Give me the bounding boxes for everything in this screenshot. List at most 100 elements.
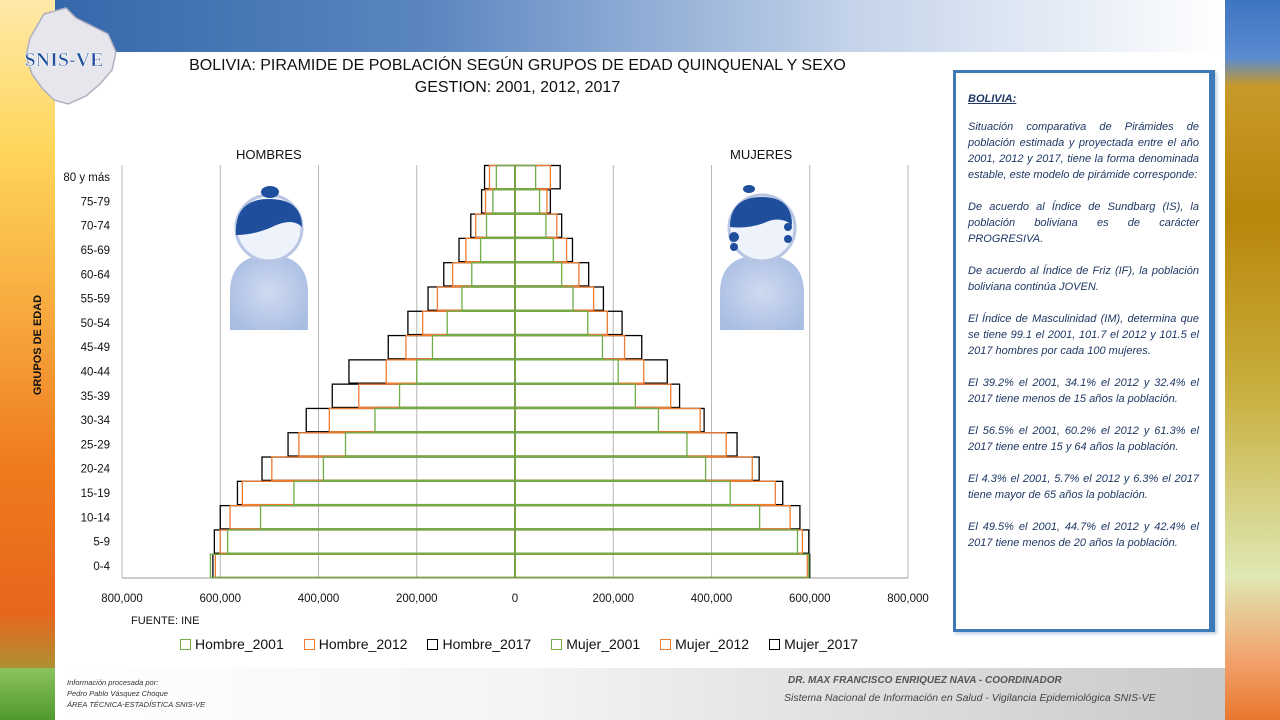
bar-mujer-2017: [514, 359, 668, 384]
bar-hombre-2017: [219, 504, 516, 530]
bar-hombre-2001: [431, 334, 516, 360]
bar-hombre-2001: [461, 286, 516, 311]
bar-mujer-2001: [514, 237, 554, 263]
y-tick-label: 25-29: [81, 439, 110, 451]
legend-item-mujer-2012: Mujer_2012: [660, 636, 749, 652]
y-tick-label: 5-9: [93, 537, 110, 549]
bar-hombre-2012: [328, 407, 516, 433]
y-tick-label: 60-64: [81, 269, 111, 281]
bar-hombre-2001: [259, 504, 516, 530]
left-color-band: [0, 0, 55, 720]
bar-mujer-2017: [514, 407, 705, 433]
source-note: FUENTE: INE: [131, 615, 200, 627]
info-panel: BOLIVIA: Situación comparativa de Pirámi…: [953, 70, 1215, 632]
y-tick-label: 75-79: [81, 196, 110, 208]
footer-system: Sistema Nacional de Información en Salud…: [784, 692, 1156, 704]
bar-mujer-2001: [514, 529, 799, 554]
bar-hombre-2001: [471, 262, 516, 287]
bar-mujer-2012: [514, 237, 568, 263]
bar-hombre-2017: [427, 286, 516, 311]
info-title: BOLIVIA:: [968, 93, 1017, 105]
x-tick-label: 600,000: [789, 593, 831, 605]
right-color-band: [1225, 0, 1280, 720]
bar-mujer-2001: [514, 310, 589, 336]
bar-hombre-2012: [421, 310, 516, 336]
bar-hombre-2017: [458, 237, 516, 263]
title-line-1: BOLIVIA: PIRAMIDE DE POBLACIÓN SEGÚN GRU…: [189, 57, 846, 74]
footer-area: ÁREA TÉCNICA-ESTADÍSTICA SNIS-VE: [67, 700, 206, 709]
info-paragraph: De acuerdo al Índice de Friz (IF), la po…: [968, 265, 1199, 293]
svg-text:SNIS-VE: SNIS-VE: [25, 49, 104, 71]
bar-hombre-2017: [387, 334, 516, 360]
bar-hombre-2001: [492, 189, 516, 214]
bar-mujer-2017: [514, 456, 760, 481]
bar-mujer-2001: [514, 189, 541, 214]
bar-mujer-2012: [514, 310, 609, 336]
bar-mujer-2017: [514, 286, 605, 311]
bar-mujer-2012: [514, 456, 753, 481]
snis-ve-logo: SNIS-VE: [24, 7, 117, 105]
x-tick-label: 400,000: [298, 593, 340, 605]
bar-mujer-2017: [514, 504, 801, 530]
bar-mujer-2012: [514, 359, 645, 384]
bar-mujer-2012: [514, 432, 727, 457]
bar-hombre-2001: [226, 529, 516, 554]
footer-author: Pedro Pablo Vásquez Choque: [67, 689, 168, 698]
info-paragraph: El 39.2% el 2001, 34.1% el 2012 y 32.4% …: [968, 377, 1199, 405]
bar-hombre-2012: [385, 359, 516, 384]
bar-hombre-2017: [443, 262, 516, 287]
female-label: MUJERES: [730, 147, 793, 162]
chart-title: BOLIVIA: PIRAMIDE DE POBLACIÓN SEGÚN GRU…: [120, 55, 915, 99]
bar-hombre-2001: [344, 432, 516, 457]
bar-mujer-2012: [514, 504, 791, 530]
y-tick-label: 15-19: [81, 488, 110, 500]
bar-mujer-2012: [514, 262, 580, 287]
footer-processed-label: Información procesada por:: [67, 678, 159, 687]
legend-item-hombre-2012: Hombre_2012: [303, 636, 407, 652]
bar-mujer-2001: [514, 407, 660, 433]
bar-hombre-2001: [479, 237, 516, 263]
bar-hombre-2012: [488, 164, 516, 190]
bar-hombre-2001: [293, 480, 516, 506]
left-bottom-band: [0, 668, 55, 720]
bar-hombre-2012: [229, 504, 516, 530]
bar-mujer-2001: [514, 262, 563, 287]
bar-mujer-2001: [514, 480, 731, 506]
y-tick-label: 50-54: [81, 318, 111, 330]
bar-hombre-2017: [407, 310, 516, 336]
x-tick-label: 800,000: [887, 593, 929, 605]
bar-hombre-2012: [451, 262, 516, 287]
male-figure-icon: [230, 186, 308, 330]
bar-hombre-2017: [212, 553, 516, 579]
bar-hombre-2001: [416, 359, 516, 384]
bar-hombre-2012: [436, 286, 516, 311]
bar-mujer-2001: [514, 383, 637, 409]
bar-hombre-2017: [331, 383, 516, 409]
info-paragraph: Situación comparativa de Pirámides de po…: [968, 121, 1199, 181]
bar-hombre-2017: [236, 480, 516, 506]
x-tick-label: 0: [512, 593, 518, 605]
legend-item-hombre-2001: Hombre_2001: [180, 636, 284, 652]
bar-hombre-2012: [219, 529, 516, 554]
bar-mujer-2017: [514, 553, 811, 579]
bar-hombre-2001: [495, 164, 516, 190]
footer-credits: Información procesada por: Pedro Pablo V…: [67, 677, 205, 710]
chart-legend: Hombre_2001 Hombre_2012 Hombre_2017 Muje…: [180, 636, 858, 652]
y-tick-label: 65-69: [81, 245, 110, 257]
x-tick-label: 600,000: [199, 593, 241, 605]
bar-hombre-2012: [241, 480, 516, 506]
bar-mujer-2001: [514, 213, 547, 239]
female-figure-icon: [720, 185, 804, 330]
bar-mujer-2017: [514, 334, 643, 360]
bar-mujer-2001: [514, 432, 688, 457]
footer-band: [55, 668, 1225, 720]
bar-mujer-2017: [514, 213, 563, 239]
bar-mujer-2017: [514, 237, 574, 263]
bar-hombre-2012: [214, 553, 516, 579]
bar-mujer-2012: [514, 286, 595, 311]
y-tick-label: 40-44: [81, 367, 111, 379]
bar-mujer-2012: [514, 334, 626, 360]
bar-hombre-2017: [470, 213, 516, 239]
bar-mujer-2017: [514, 432, 738, 457]
